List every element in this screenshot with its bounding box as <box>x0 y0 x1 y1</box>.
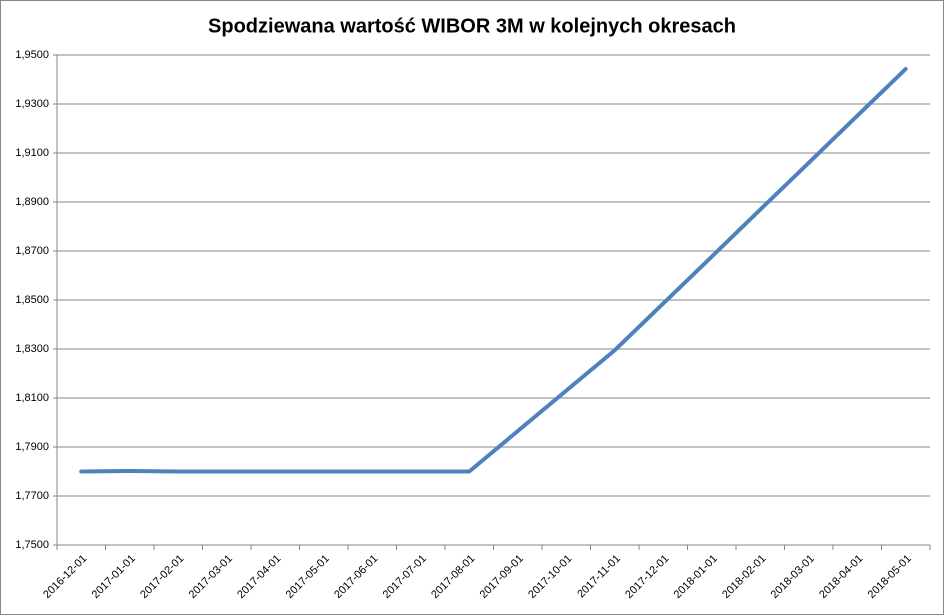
y-tick-label: 1,8900 <box>15 196 49 208</box>
y-tick-label: 1,8500 <box>15 294 49 306</box>
y-tick-label: 1,7700 <box>15 490 49 502</box>
y-tick-label: 1,7500 <box>15 539 49 551</box>
y-tick-label: 1,9100 <box>15 147 49 159</box>
y-tick-label: 1,8300 <box>15 343 49 355</box>
y-tick-label: 1,8700 <box>15 245 49 257</box>
y-tick-label: 1,7900 <box>15 441 49 453</box>
y-tick-label: 1,9300 <box>15 98 49 110</box>
chart-title: Spodziewana wartość WIBOR 3M w kolejnych… <box>208 15 736 37</box>
series-line <box>79 66 908 474</box>
y-tick-label: 1,9500 <box>15 49 49 61</box>
y-tick-label: 1,8100 <box>15 392 49 404</box>
